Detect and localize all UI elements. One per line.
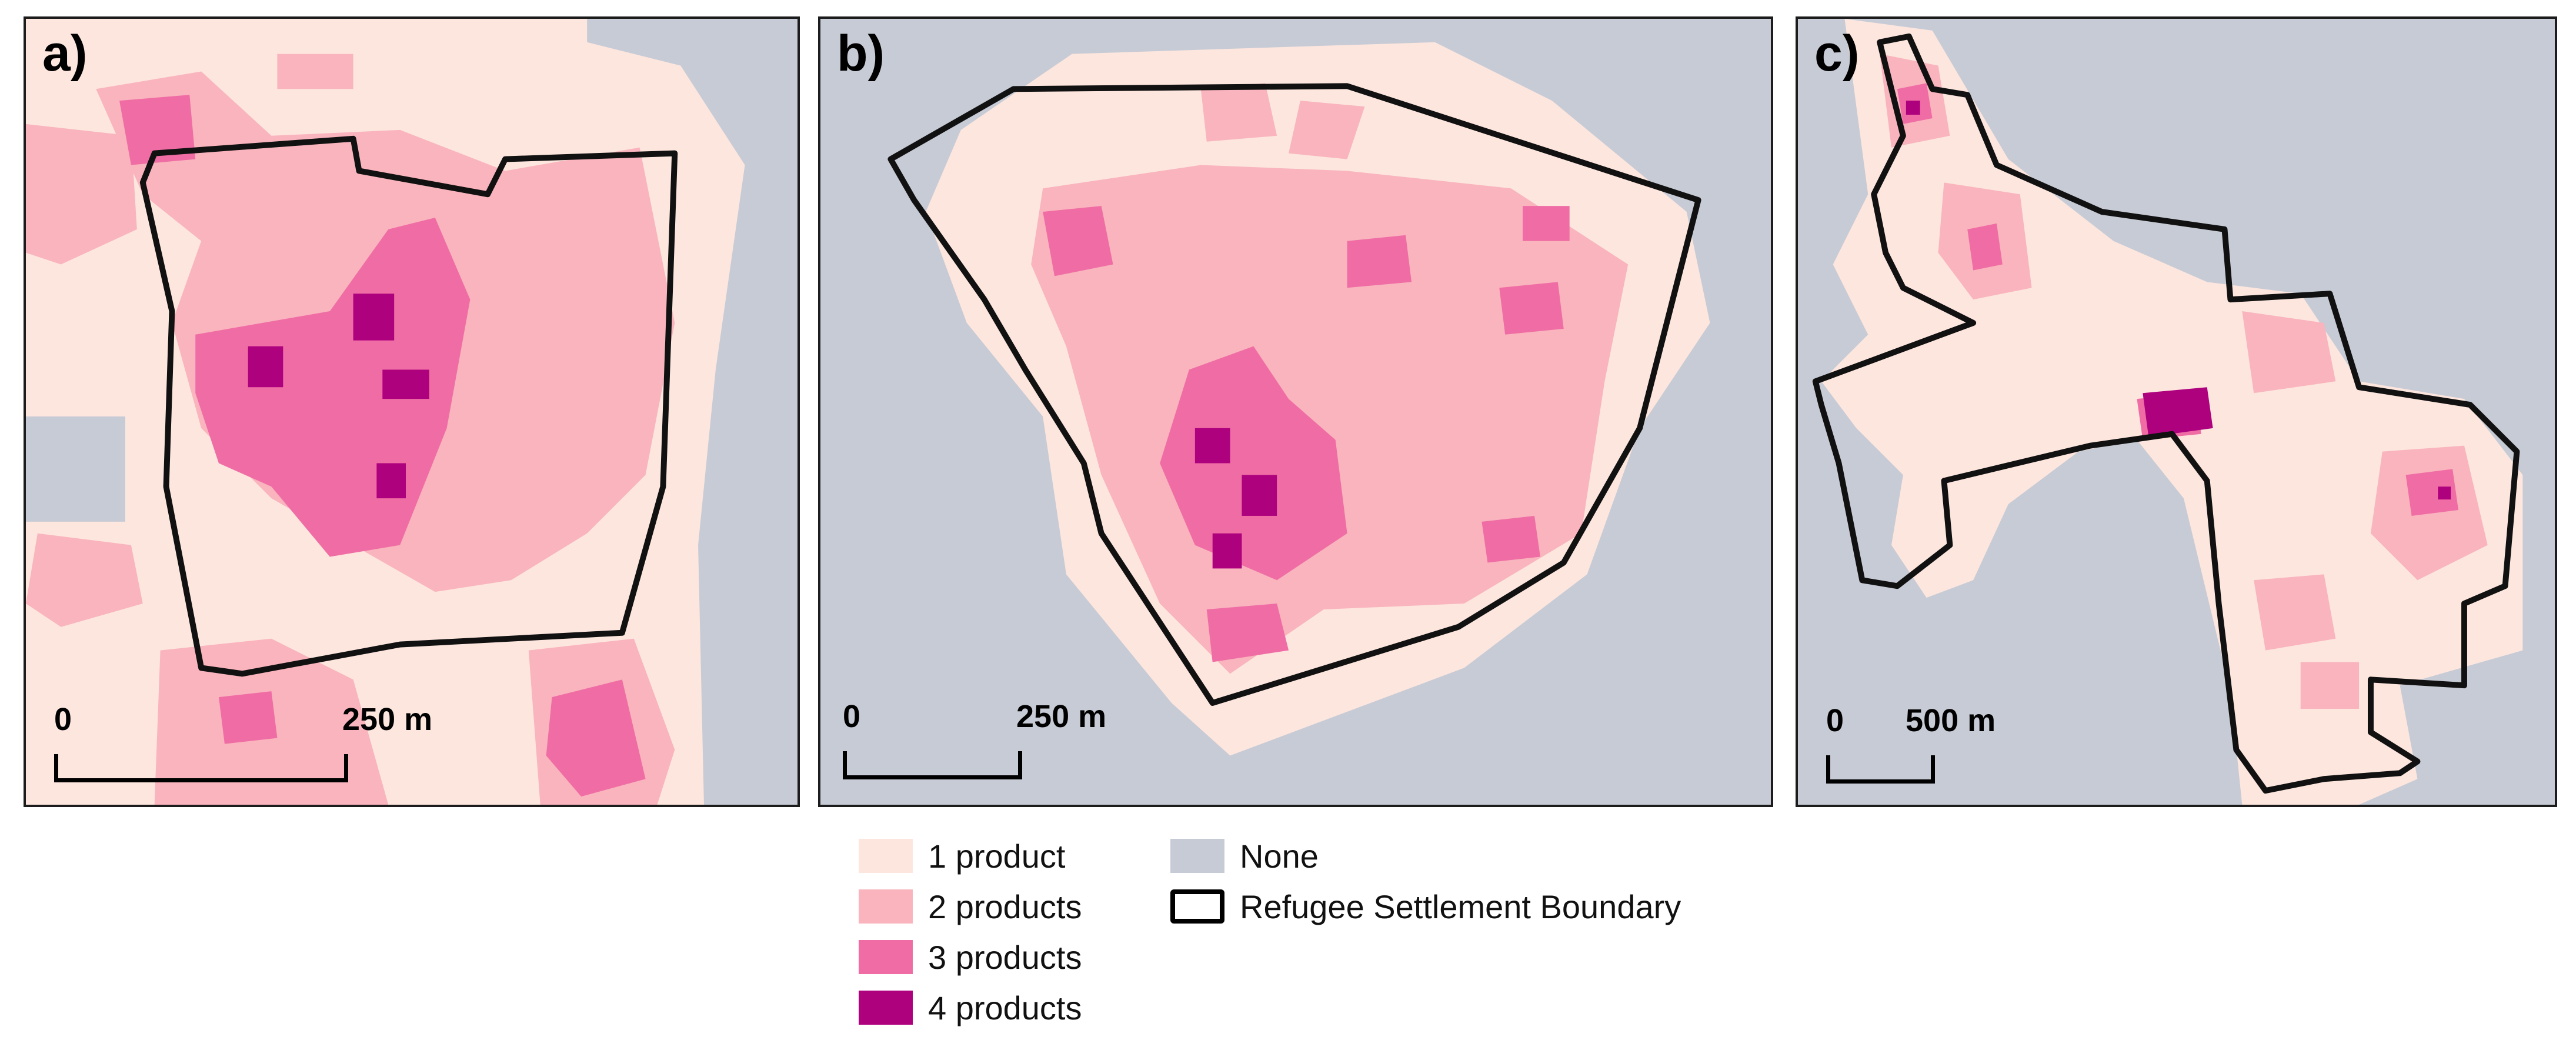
settlement-boundary-c [1812, 33, 2520, 794]
legend-swatch [1170, 889, 1224, 924]
legend-item-2-products: 2 products [859, 888, 1082, 925]
panel-label-b: b) [837, 25, 885, 82]
legend-label: None [1240, 837, 1319, 875]
scale-bar-c: 0 500 m [1826, 702, 2061, 791]
map-panel-b: b) 0 250 m [818, 16, 1773, 807]
agreement-map-a [26, 19, 798, 805]
scale-bar-a: 0 250 m [54, 701, 432, 789]
map-panel-c: c) 0 500 m [1796, 16, 2557, 807]
scale-end-c: 500 m [1906, 703, 1996, 738]
scale-end-a: 250 m [342, 702, 433, 737]
scale-bar-b: 0 250 m [843, 698, 1172, 786]
agreement-map-c [1798, 19, 2555, 805]
legend-swatch [859, 940, 913, 974]
legend-label: 2 products [928, 888, 1082, 925]
scale-start-a: 0 [54, 702, 72, 737]
legend-item-1-product: 1 product [859, 837, 1066, 875]
legend-label: 4 products [928, 989, 1082, 1026]
agreement-map-b [820, 19, 1771, 805]
scale-start-c: 0 [1826, 703, 1844, 738]
settlement-boundary-a [139, 135, 678, 677]
legend-item-4-products: 4 products [859, 989, 1082, 1026]
legend-label: 1 product [928, 837, 1066, 875]
legend-item-3-products: 3 products [859, 938, 1082, 976]
legend-swatch [859, 839, 913, 873]
map-legend: 1 product 2 products 3 products 4 produc… [859, 838, 1800, 1032]
scale-line-c [1826, 755, 1935, 784]
panel-label-a: a) [42, 25, 88, 82]
scale-line-a [54, 754, 348, 782]
panel-label-c: c) [1814, 25, 1860, 82]
legend-label: 3 products [928, 938, 1082, 976]
scale-line-b [843, 751, 1022, 779]
legend-label: Refugee Settlement Boundary [1240, 888, 1681, 925]
legend-swatch [859, 889, 913, 924]
legend-swatch [1170, 839, 1224, 873]
legend-item-settlement-boundary: Refugee Settlement Boundary [1170, 888, 1681, 925]
legend-swatch [859, 991, 913, 1025]
map-panel-a: a) 0 250 m [24, 16, 800, 807]
scale-end-b: 250 m [1016, 699, 1107, 734]
legend-item-none: None [1170, 837, 1319, 875]
scale-start-b: 0 [843, 699, 861, 734]
settlement-boundary-b [887, 83, 1701, 706]
